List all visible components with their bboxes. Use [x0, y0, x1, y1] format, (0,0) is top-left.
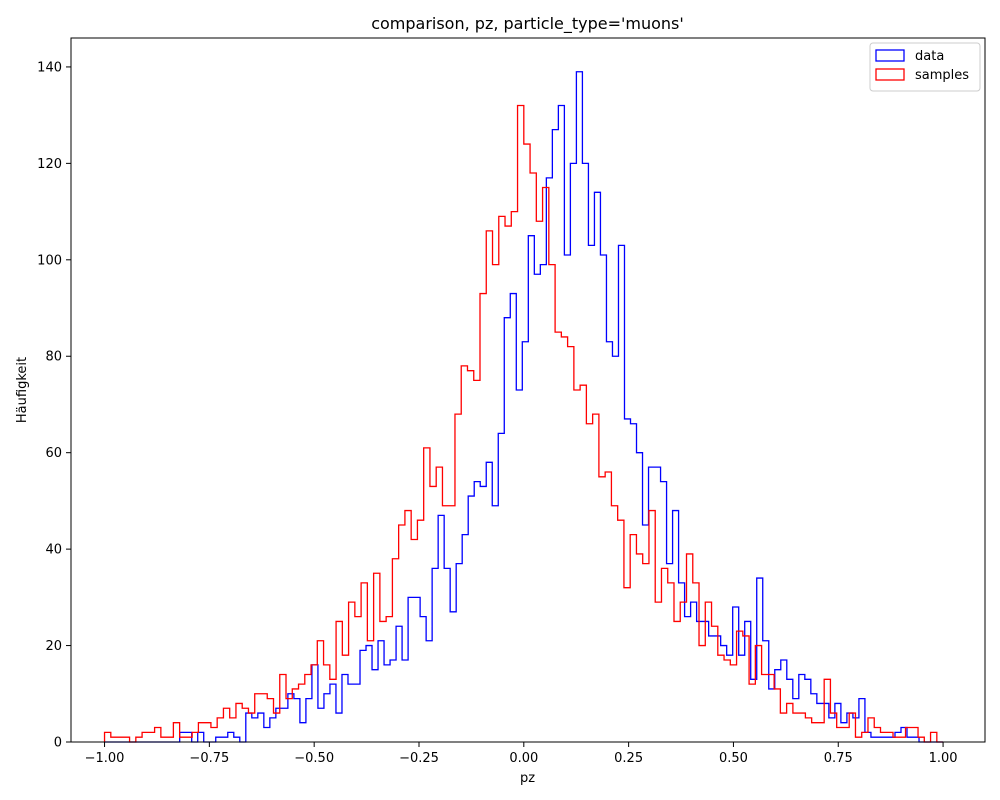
plot-frame: [70, 37, 986, 743]
y-tick-label: 120: [37, 157, 62, 172]
x-tick-label: −1.00: [85, 751, 125, 766]
x-tick-label: 1.00: [929, 751, 958, 766]
y-axis-label: Häufigkeit: [15, 357, 30, 423]
y-tick-label: 80: [45, 350, 62, 365]
y-axis-ticks: 0 20 40 60 80 100 120 140: [37, 60, 71, 751]
legend-swatch-samples: [875, 68, 905, 81]
y-tick-label: 20: [45, 639, 62, 654]
y-tick-label: 140: [37, 60, 62, 75]
samples-series-step: [103, 104, 944, 743]
chart-title: comparison, pz, particle_type='muons': [371, 14, 684, 34]
x-axis-label: pz: [520, 771, 535, 786]
x-tick-label: −0.50: [294, 751, 334, 766]
y-tick-label: 40: [45, 543, 62, 558]
x-tick-label: −0.75: [189, 751, 229, 766]
y-tick-label: 0: [54, 736, 62, 751]
legend-label-samples: samples: [915, 68, 969, 83]
legend-label-data: data: [915, 49, 944, 64]
x-tick-label: 0.00: [509, 751, 538, 766]
x-tick-label: 0.50: [719, 751, 748, 766]
x-tick-label: 0.25: [614, 751, 643, 766]
x-tick-label: 0.75: [824, 751, 853, 766]
y-tick-label: 60: [45, 446, 62, 461]
data-series-step: [104, 71, 944, 743]
x-axis-ticks: −1.00 −0.75 −0.50 −0.25 0.00 0.25 0.50 0.75 1.00: [85, 742, 958, 766]
y-tick-label: 100: [37, 253, 62, 268]
legend-box: [869, 42, 981, 92]
plot-area: [70, 37, 986, 743]
legend: data samples: [869, 42, 981, 92]
legend-swatch-data: [875, 49, 905, 62]
x-tick-label: −0.25: [399, 751, 439, 766]
